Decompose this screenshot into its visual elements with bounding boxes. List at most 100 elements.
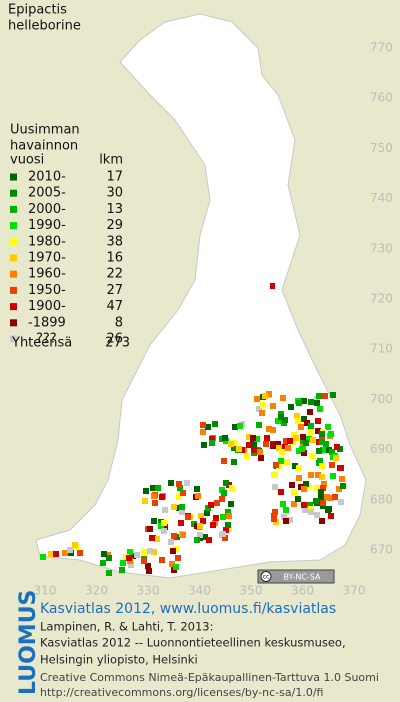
legend-swatch bbox=[10, 303, 17, 311]
observation-square bbox=[302, 507, 308, 513]
observation-square bbox=[40, 554, 46, 560]
observation-square bbox=[309, 453, 315, 459]
observation-square bbox=[332, 494, 338, 500]
observation-square bbox=[161, 528, 167, 534]
observation-square bbox=[236, 446, 242, 452]
observation-square bbox=[178, 520, 184, 526]
observation-square bbox=[289, 482, 295, 488]
observation-square bbox=[197, 532, 203, 538]
link: Kasviatlas 2012, www.luomus.fi/kasviatla… bbox=[40, 601, 336, 617]
observation-square bbox=[72, 542, 78, 548]
observation-square bbox=[279, 449, 285, 455]
northing-label: 680 bbox=[370, 492, 393, 506]
observation-square bbox=[271, 472, 277, 478]
observation-square bbox=[266, 391, 272, 397]
observation-square bbox=[263, 441, 269, 447]
observation-square bbox=[323, 441, 329, 447]
northing-label: 760 bbox=[370, 91, 393, 105]
legend-label: 2005- bbox=[28, 186, 66, 201]
observation-square bbox=[340, 483, 346, 489]
observation-square bbox=[288, 404, 294, 410]
observation-square bbox=[315, 418, 321, 424]
observation-square bbox=[251, 442, 257, 448]
observation-square bbox=[275, 418, 281, 424]
observation-square bbox=[310, 437, 316, 443]
observation-square bbox=[276, 445, 282, 451]
legend-label: 1970- bbox=[28, 251, 66, 266]
observation-square bbox=[210, 522, 216, 528]
observation-square bbox=[119, 567, 125, 573]
observation-square bbox=[231, 459, 237, 465]
observation-square bbox=[280, 395, 286, 401]
observation-square bbox=[77, 550, 83, 556]
easting-label: 340 bbox=[188, 584, 211, 598]
observation-square bbox=[321, 481, 327, 487]
observation-square bbox=[316, 393, 322, 399]
observation-square bbox=[62, 550, 68, 556]
legend-swatch bbox=[10, 319, 17, 327]
observation-square bbox=[338, 499, 344, 505]
observation-square bbox=[283, 507, 289, 513]
observation-square bbox=[325, 424, 331, 430]
observation-square bbox=[159, 494, 165, 500]
observation-square bbox=[307, 502, 313, 508]
observation-square bbox=[171, 533, 177, 539]
observation-square bbox=[171, 504, 177, 510]
observation-square bbox=[155, 485, 161, 491]
logo: LUOMUS bbox=[16, 590, 41, 695]
observation-square bbox=[254, 436, 260, 442]
observation-square bbox=[221, 490, 227, 496]
license: Creative Commons Nimeä-Epäkaupallinen-Ta… bbox=[40, 671, 379, 684]
observation-square bbox=[128, 562, 134, 568]
observation-square bbox=[301, 502, 307, 508]
observation-square bbox=[330, 473, 336, 479]
observation-square bbox=[106, 570, 112, 576]
observation-square bbox=[250, 435, 256, 441]
badge-icon bbox=[260, 571, 272, 582]
observation-square bbox=[151, 549, 157, 555]
observation-square bbox=[237, 423, 243, 429]
observation-square bbox=[141, 558, 147, 564]
observation-square bbox=[303, 481, 309, 487]
observation-square bbox=[175, 555, 181, 561]
observation-square bbox=[168, 480, 174, 486]
northing-label: 710 bbox=[370, 342, 393, 356]
observation-square bbox=[322, 393, 328, 399]
legend-count: 22 bbox=[106, 267, 123, 282]
legend-swatch bbox=[10, 286, 17, 294]
observation-square bbox=[225, 509, 231, 515]
observation-square bbox=[314, 512, 320, 518]
observation-square bbox=[256, 422, 262, 428]
observation-square bbox=[330, 392, 336, 398]
legend-label: 1900- bbox=[28, 299, 66, 314]
observation-square bbox=[220, 531, 226, 537]
observation-square bbox=[295, 418, 301, 424]
observation-square bbox=[292, 463, 298, 469]
observation-square bbox=[328, 513, 334, 519]
observation-square bbox=[143, 488, 149, 494]
observation-square bbox=[147, 548, 153, 554]
legend-count: 38 bbox=[106, 234, 123, 249]
observation-square bbox=[232, 424, 238, 430]
observation-square bbox=[254, 396, 260, 402]
observation-square bbox=[180, 532, 186, 538]
badge-text: BY-NC-SA bbox=[283, 573, 321, 582]
observation-square bbox=[294, 413, 300, 419]
observation-square bbox=[298, 424, 304, 430]
observation-square bbox=[284, 459, 290, 465]
observation-square bbox=[159, 557, 165, 563]
observation-square bbox=[142, 498, 148, 504]
observation-square bbox=[272, 484, 278, 490]
species-title: helleborine bbox=[8, 19, 81, 34]
legend-total: 273 bbox=[105, 336, 130, 351]
observation-square bbox=[228, 441, 234, 447]
observation-square bbox=[212, 421, 218, 427]
legend-label: 1950- bbox=[28, 283, 66, 298]
legend-label: 2000- bbox=[28, 202, 66, 217]
legend-swatch bbox=[10, 254, 17, 262]
observation-square bbox=[200, 429, 206, 435]
legend-label: 1990- bbox=[28, 218, 66, 233]
observation-square bbox=[206, 537, 212, 543]
observation-square bbox=[329, 449, 335, 455]
observation-square bbox=[152, 500, 158, 506]
